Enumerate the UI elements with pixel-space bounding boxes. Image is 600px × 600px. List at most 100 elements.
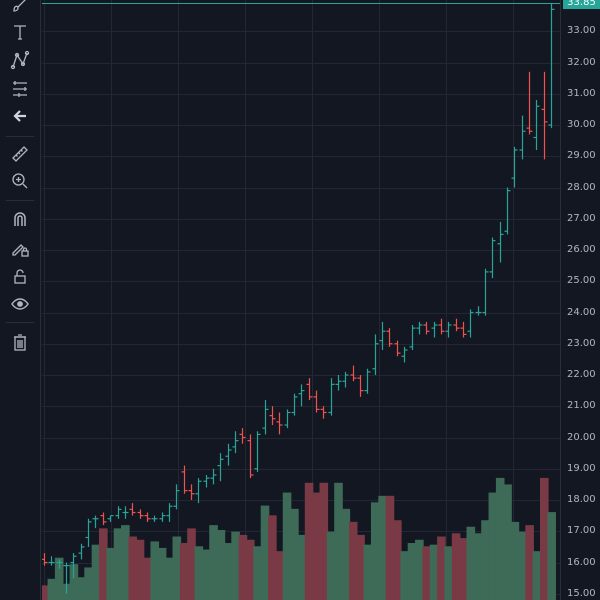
- ohlc-bar: [239, 428, 246, 444]
- volume-bar: [326, 531, 336, 600]
- ohlc-bar: [85, 518, 92, 547]
- volume-bar: [510, 521, 520, 600]
- price-tick-label: 21.00: [567, 400, 596, 412]
- ohlc-bar: [42, 553, 48, 566]
- toolbar-divider: [6, 322, 34, 323]
- volume-bar: [378, 495, 387, 600]
- ohlc-bar: [262, 400, 269, 435]
- text-icon: [14, 25, 26, 40]
- ohlc-bar: [438, 318, 445, 335]
- trash-icon: [14, 334, 26, 351]
- ohlc-bar: [350, 365, 357, 382]
- volume-bar: [547, 512, 556, 600]
- ohlc-bar: [335, 375, 342, 391]
- ohlc-bar: [203, 475, 210, 488]
- price-tick-label: 17.00: [567, 525, 596, 537]
- price-tick-label: 15.00: [567, 587, 596, 599]
- toolbar-divider: [6, 200, 34, 201]
- volume-bar: [525, 525, 534, 600]
- ohlc-bar: [306, 378, 313, 400]
- volume-bar: [76, 577, 86, 600]
- volume-bar: [304, 482, 314, 600]
- volume-bar: [187, 528, 196, 600]
- volume-bar: [407, 543, 417, 600]
- price-tick-label: 31.00: [567, 87, 596, 99]
- ohlc-bar: [100, 512, 107, 525]
- price-tick-label: 20.00: [567, 431, 596, 443]
- ohlc-bar: [92, 515, 99, 529]
- ruler-icon: [12, 146, 28, 162]
- last-price-label: 33.85: [563, 0, 600, 9]
- volume-bar: [422, 546, 431, 600]
- volume-bar: [275, 551, 284, 600]
- ohlc-bar: [291, 393, 298, 416]
- back-arrow-button[interactable]: [6, 103, 34, 129]
- ohlc-bar: [56, 559, 63, 569]
- ruler-tool-button[interactable]: [6, 141, 34, 167]
- ohlc-bar: [526, 71, 533, 135]
- ohlc-bar: [541, 71, 548, 160]
- eye-icon: [11, 298, 29, 310]
- ohlc-bar: [284, 409, 291, 429]
- price-tick-label: 29.00: [567, 150, 596, 162]
- ohlc-bar: [475, 306, 482, 316]
- visibility-button[interactable]: [6, 291, 34, 317]
- volume-bar: [370, 502, 380, 600]
- text-tool-button[interactable]: [6, 19, 34, 45]
- ohlc-bar: [497, 221, 504, 263]
- price-axis[interactable]: 33.00 32.00 31.00 30.00 29.00 28.00 27.00 26.00…: [560, 0, 600, 600]
- volume-bar: [106, 547, 115, 600]
- ohlc-bar: [504, 187, 511, 235]
- price-tick-label: 16.00: [567, 556, 596, 568]
- ohlc-bar: [122, 506, 129, 519]
- volume-bar: [495, 477, 505, 600]
- ohlc-bar: [232, 431, 239, 454]
- price-tick-label: 28.00: [567, 181, 596, 193]
- ohlc-bar: [70, 553, 77, 579]
- volume-bar: [150, 541, 160, 600]
- volume-bar: [121, 525, 130, 600]
- ohlc-bar: [269, 406, 276, 425]
- ohlc-bar: [298, 384, 305, 407]
- volume-bar: [540, 477, 549, 600]
- volume-bar: [268, 515, 277, 600]
- price-tick-label: 33.00: [567, 25, 596, 37]
- volume-bar: [91, 544, 101, 600]
- ohlc-bar: [107, 515, 114, 522]
- brush-tool-button[interactable]: [6, 0, 34, 18]
- unlock-button[interactable]: [6, 263, 34, 289]
- ohlc-bar: [431, 321, 438, 338]
- volume-bar: [532, 551, 542, 600]
- volume-bar: [260, 505, 270, 600]
- remove-drawings-button[interactable]: [6, 330, 34, 356]
- ohlc-bar: [467, 309, 474, 338]
- ohlc-bar: [416, 321, 423, 335]
- measure-tool-button[interactable]: [6, 76, 34, 102]
- brush-icon: [13, 0, 26, 12]
- price-tick-label: 30.00: [567, 119, 596, 130]
- price-tick-label: 32.00: [567, 56, 596, 68]
- lock-drawings-button[interactable]: [6, 235, 34, 261]
- volume-bar: [99, 528, 108, 600]
- ohlc-bar: [276, 412, 283, 435]
- ohlc-bar: [181, 465, 188, 494]
- magnet-mode-button[interactable]: [6, 206, 34, 232]
- ohlc-bar: [364, 368, 371, 394]
- volume-bar: [341, 508, 351, 600]
- volume-bar: [223, 543, 233, 600]
- ohlc-bar: [519, 115, 526, 160]
- ohlc-bar: [320, 406, 327, 419]
- lock-drawing-icon: [12, 244, 29, 257]
- ohlc-bar: [144, 512, 151, 522]
- volume-bar: [356, 534, 365, 600]
- price-tick-label: 25.00: [567, 275, 596, 287]
- pattern-tool-button[interactable]: [6, 47, 34, 73]
- ohlc-bar: [166, 503, 173, 522]
- ohlc-bar: [129, 503, 136, 516]
- volume-bar: [459, 538, 468, 600]
- zoom-in-icon: [12, 173, 28, 189]
- ohlc-bar: [217, 453, 224, 482]
- zoom-in-button[interactable]: [6, 168, 34, 194]
- volume-bar: [297, 534, 307, 600]
- price-chart[interactable]: [42, 0, 560, 600]
